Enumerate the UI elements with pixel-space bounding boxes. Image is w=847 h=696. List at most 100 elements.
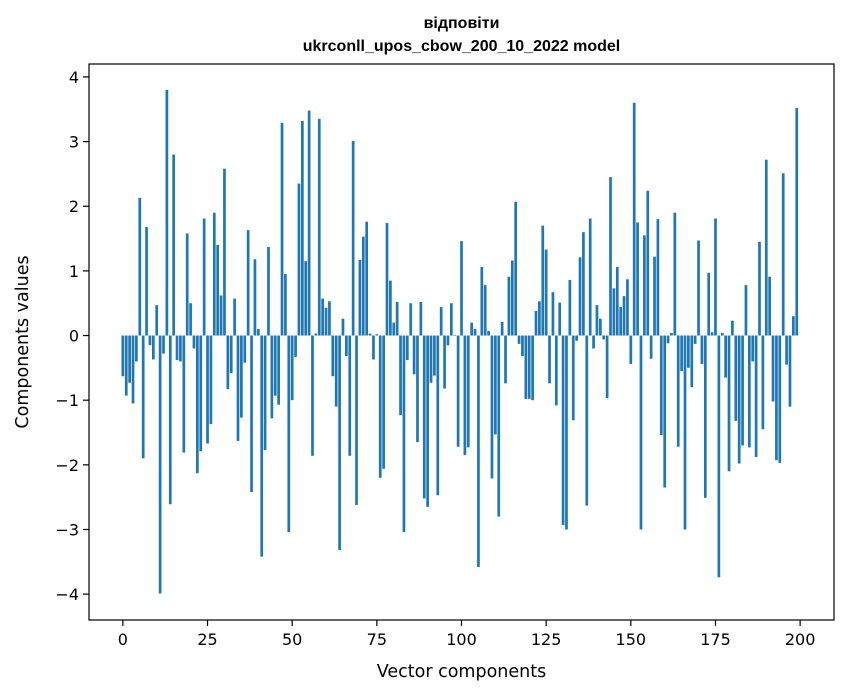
bar — [656, 219, 660, 336]
x-tick-label: 125 — [531, 630, 562, 649]
chart-title: відповіти — [424, 15, 500, 32]
bar — [761, 335, 765, 430]
bar — [284, 274, 287, 336]
bar — [500, 321, 504, 336]
bar — [632, 102, 636, 336]
bar — [416, 335, 419, 443]
bar — [480, 267, 484, 336]
bar — [270, 335, 274, 419]
bar — [548, 335, 551, 384]
bar — [785, 335, 788, 365]
bar — [131, 335, 135, 404]
y-tick-label: 4 — [69, 68, 79, 87]
x-tick-label: 25 — [197, 630, 217, 649]
bar — [345, 335, 348, 357]
bar — [466, 335, 470, 448]
bar — [419, 301, 423, 336]
bar — [687, 335, 690, 368]
bar — [236, 335, 240, 441]
bar — [256, 329, 260, 336]
bar — [361, 236, 365, 336]
bar — [429, 335, 433, 383]
bar — [615, 267, 619, 336]
bar — [324, 307, 328, 336]
bar — [636, 222, 639, 336]
bar — [372, 335, 375, 360]
bar — [250, 335, 253, 492]
bar — [473, 329, 477, 336]
y-axis-label: Components values — [13, 255, 33, 428]
bar — [229, 335, 233, 374]
x-tick-label: 200 — [785, 630, 816, 649]
bar — [219, 295, 223, 336]
bar — [206, 335, 209, 444]
bar — [585, 335, 589, 506]
bar — [795, 107, 799, 336]
bar — [446, 335, 450, 346]
bar — [223, 168, 226, 336]
bar — [328, 301, 331, 336]
bar — [663, 335, 667, 488]
bar — [781, 173, 785, 336]
bar — [629, 335, 633, 364]
bar — [351, 140, 355, 336]
bar — [121, 335, 125, 377]
y-tick-label: 0 — [69, 327, 79, 346]
bar — [571, 335, 575, 421]
bar — [453, 334, 457, 336]
y-tick-label: −4 — [55, 585, 79, 604]
bar — [609, 177, 612, 336]
y-tick-label: −1 — [55, 391, 79, 410]
bar — [700, 335, 704, 364]
bar — [260, 335, 264, 557]
bar — [311, 335, 314, 456]
y-tick-label: 2 — [69, 197, 79, 216]
bar — [639, 335, 643, 530]
bar — [263, 335, 267, 450]
bar — [741, 335, 744, 446]
chart-subtitle: ukrconll_upos_cbow_200_10_2022 model — [303, 38, 620, 55]
bar — [524, 335, 528, 399]
bar — [653, 256, 656, 336]
x-tick-label: 100 — [446, 630, 477, 649]
bar — [185, 233, 189, 336]
x-axis-label: Vector components — [377, 662, 546, 682]
bars-group — [121, 89, 799, 594]
bar — [338, 335, 341, 551]
bar — [165, 89, 169, 336]
bar — [334, 335, 338, 407]
bar — [273, 335, 277, 396]
bar — [754, 335, 758, 458]
bar — [189, 303, 192, 336]
bar — [216, 245, 220, 336]
bar — [494, 335, 497, 435]
bar — [690, 335, 694, 388]
bar — [392, 322, 396, 336]
bar — [703, 335, 707, 498]
bar — [297, 183, 301, 336]
bar — [172, 154, 176, 336]
bar — [737, 335, 741, 464]
bar — [707, 272, 711, 336]
bar — [483, 285, 487, 336]
bar — [321, 298, 325, 336]
bar — [304, 261, 308, 336]
bar — [463, 335, 467, 456]
y-axis-ticks: −4 −3 −2 −1 0 1 2 3 4 — [55, 68, 89, 604]
bar — [649, 335, 653, 359]
bar — [365, 221, 369, 336]
bar — [368, 333, 372, 336]
bar — [517, 335, 521, 344]
bar — [487, 331, 490, 336]
bar — [670, 332, 673, 336]
bar — [162, 335, 165, 354]
bar — [375, 334, 379, 336]
bar — [409, 303, 413, 336]
bar — [568, 279, 572, 336]
bar — [605, 335, 609, 399]
bar — [443, 335, 446, 389]
bar — [578, 257, 582, 336]
bar — [151, 335, 155, 360]
bar — [395, 301, 399, 336]
